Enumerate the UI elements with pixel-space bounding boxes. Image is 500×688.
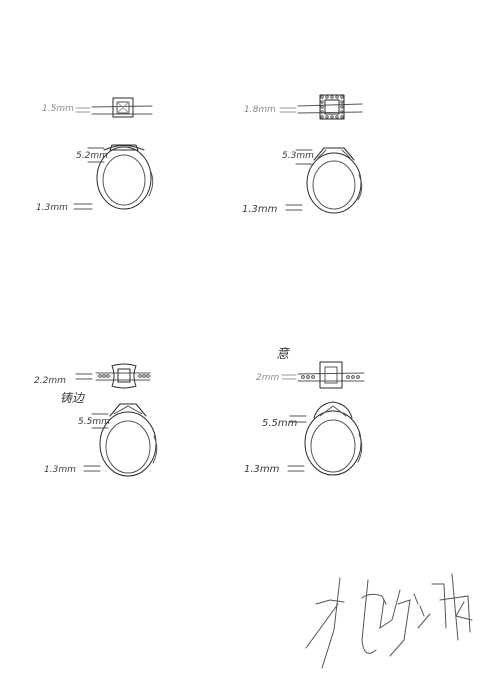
ring-side-view — [99, 403, 158, 477]
side-note: 铸边 — [60, 391, 86, 405]
stone-height-label: 5.5mm — [78, 417, 110, 427]
shank-width-label: 1.3mm — [244, 464, 280, 475]
ring-top-view — [95, 363, 151, 389]
handwritten-signature — [305, 573, 473, 669]
band-width-label: 2.2mm — [34, 376, 66, 386]
dimension-mark — [87, 147, 105, 163]
ring-top-view — [297, 94, 363, 120]
ring-top-view — [91, 97, 153, 118]
shank-width-label: 1.3mm — [44, 465, 76, 475]
ring-side-view — [306, 147, 363, 214]
band-width-label: 1.5mm — [42, 104, 74, 114]
shank-width-label: 1.3mm — [242, 204, 278, 215]
dimension-mark — [295, 149, 313, 165]
shank-width-label: 1.3mm — [36, 203, 68, 213]
side-pave-stones — [98, 374, 150, 378]
ring-sketch-top-right: 1.8mm 5.3mm 1.3mm — [242, 94, 363, 215]
band-width-label: 2mm — [256, 373, 279, 383]
dimension-mark — [279, 107, 297, 113]
halo-pave-stones — [320, 95, 344, 119]
ring-sketch-top-left: 1.5mm 5.2mm 1.3mm — [36, 97, 154, 213]
ring-top-view — [297, 361, 365, 389]
dimension-mark — [285, 204, 303, 211]
dimension-mark — [83, 465, 101, 472]
dimension-mark — [75, 373, 93, 380]
ring-sketch-bottom-right: 意 2mm 5.5mm 1.3mm — [244, 346, 365, 476]
top-note: 意 — [276, 346, 291, 362]
dimension-mark — [75, 107, 91, 113]
side-pave-stones — [301, 375, 360, 379]
ring-side-view — [304, 401, 363, 476]
dimension-mark — [73, 203, 93, 210]
ring-side-view — [96, 144, 154, 210]
stone-height-label: 5.5mm — [262, 418, 298, 429]
dimension-mark — [287, 465, 305, 472]
band-width-label: 1.8mm — [244, 105, 276, 115]
ring-sketch-bottom-left: 2.2mm 铸边 5.5mm 1.3mm — [34, 363, 158, 477]
dimension-mark — [91, 413, 109, 429]
dimension-mark — [289, 415, 307, 423]
stone-height-label: 5.2mm — [76, 151, 108, 161]
dimension-mark — [281, 374, 297, 380]
stone-height-label: 5.3mm — [282, 151, 314, 161]
